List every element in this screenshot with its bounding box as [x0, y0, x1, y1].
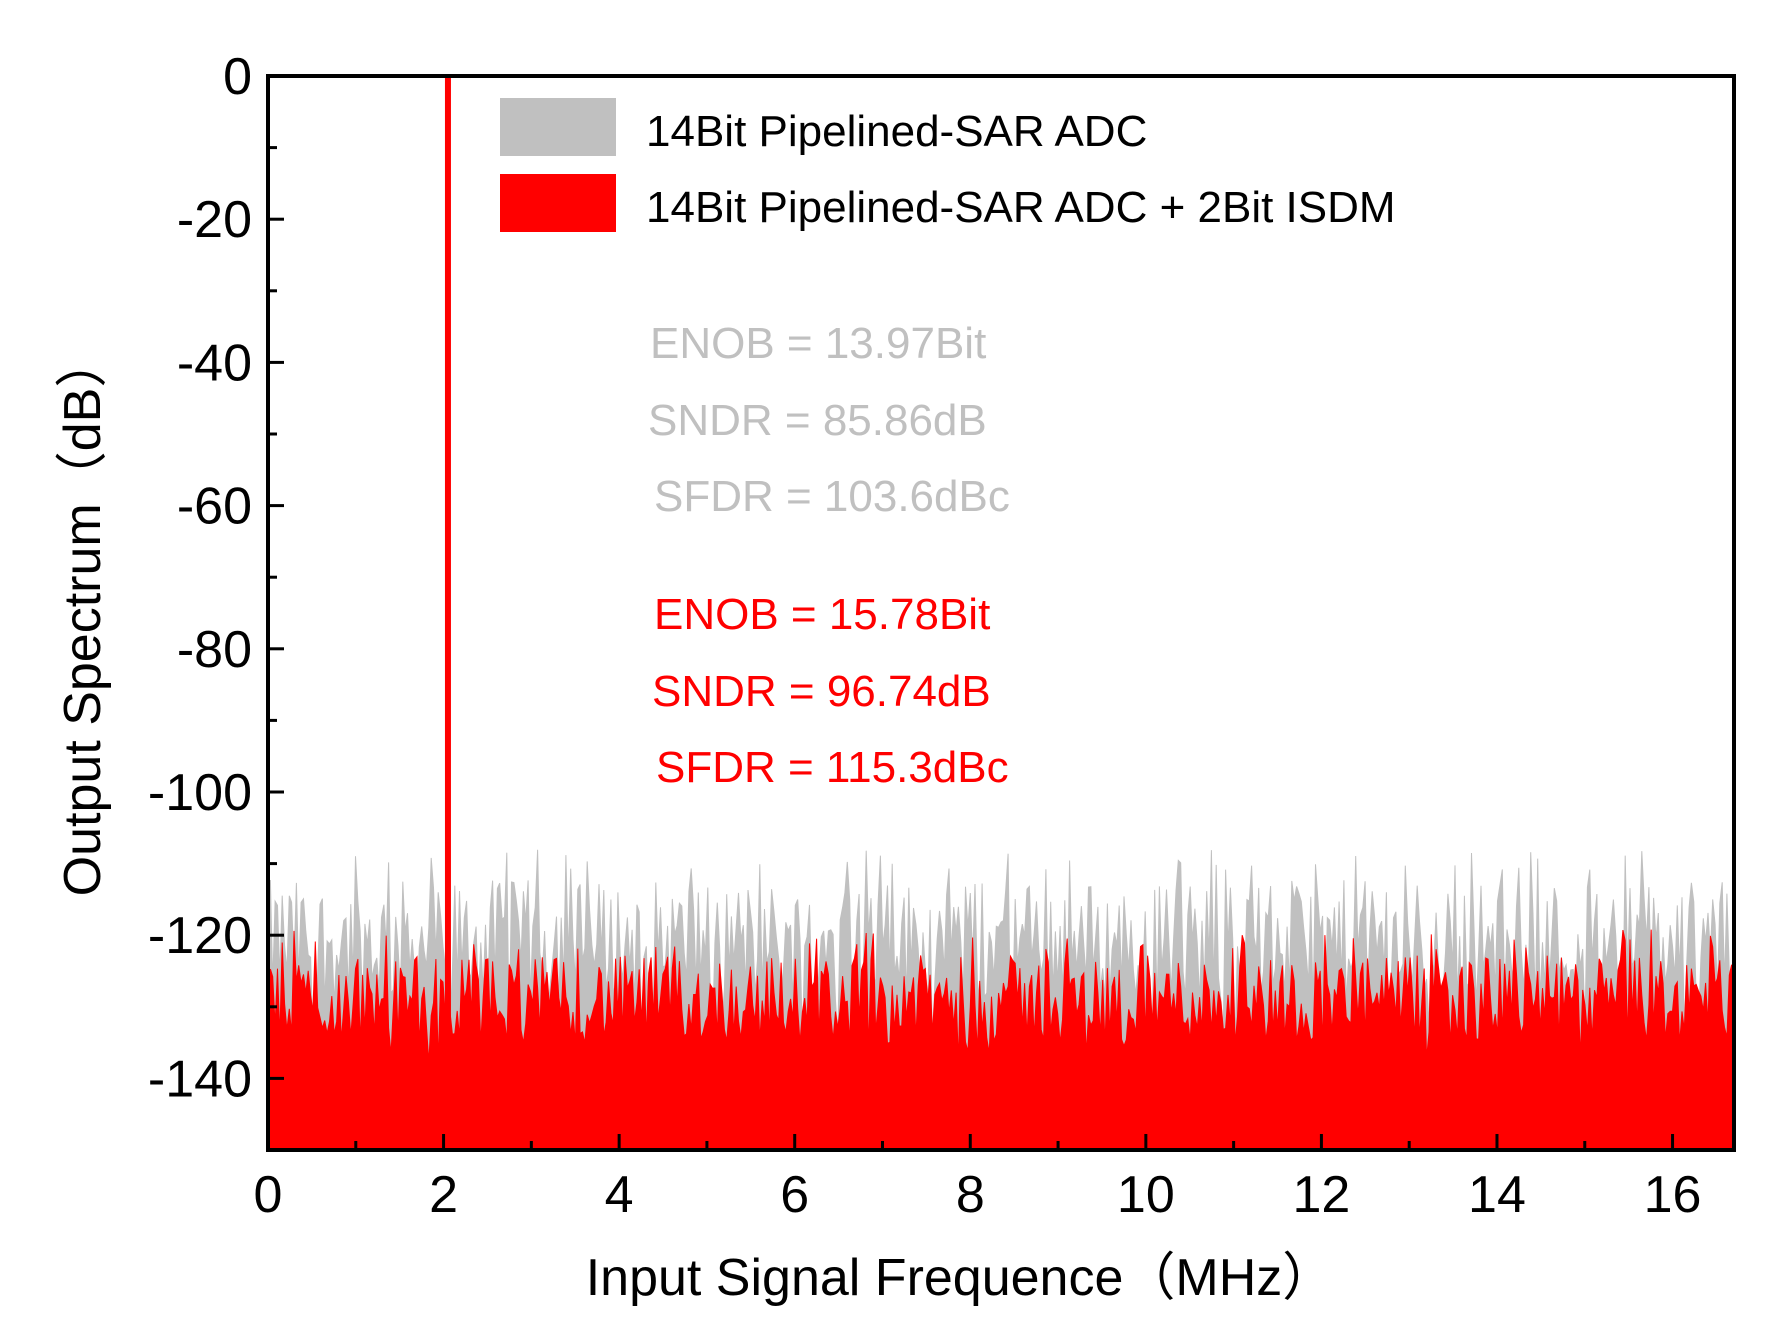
axes-layer: 0 2 4 6 8 10 12 14 16 0 -20 -40 -60 -80 -100 -120 -140: [148, 48, 1736, 1224]
x-tick-label: 0: [254, 1166, 283, 1224]
legend-label-gray: 14Bit Pipelined-SAR ADC: [646, 107, 1147, 156]
y-tick-label: -120: [148, 907, 252, 965]
x-tick-label: 16: [1644, 1166, 1702, 1224]
y-tick-label: -40: [177, 334, 252, 392]
annotation-gray-enob: ENOB = 13.97Bit: [650, 319, 986, 368]
plot-layer: [267, 76, 1735, 1151]
y-axis-title: Output Spectrum（dB）: [54, 336, 112, 897]
legend-swatch-gray: [500, 98, 616, 156]
legend-label-red: 14Bit Pipelined-SAR ADC + 2Bit ISDM: [646, 183, 1396, 232]
y-tick-label: -100: [148, 764, 252, 822]
x-axis-title: Input Signal Frequence（MHz）: [586, 1249, 1335, 1307]
annotation-gray-sfdr: SFDR = 103.6dBc: [654, 472, 1010, 521]
annotation-red-sndr: SNDR = 96.74dB: [652, 667, 991, 716]
annotation-gray-sndr: SNDR = 85.86dB: [648, 396, 987, 445]
legend-swatch-red: [500, 174, 616, 232]
metrics-annotations: ENOB = 13.97Bit SNDR = 85.86dB SFDR = 10…: [648, 319, 1010, 792]
y-tick-label: -80: [177, 621, 252, 679]
series-red-noise-area: [267, 929, 1735, 1151]
x-tick-label: 10: [1117, 1166, 1175, 1224]
x-tick-label: 8: [956, 1166, 985, 1224]
x-tick-label: 6: [780, 1166, 809, 1224]
y-tick-label: -20: [177, 191, 252, 249]
x-tick-label: 4: [605, 1166, 634, 1224]
annotation-red-enob: ENOB = 15.78Bit: [654, 590, 990, 639]
plot-frame: [266, 74, 1736, 1152]
x-tick-label: 12: [1292, 1166, 1350, 1224]
x-tick-label: 2: [429, 1166, 458, 1224]
legend: 14Bit Pipelined-SAR ADC 14Bit Pipelined-…: [500, 98, 1396, 232]
annotation-red-sfdr: SFDR = 115.3dBc: [656, 743, 1009, 792]
y-tick-label: -140: [148, 1050, 252, 1108]
y-tick-label: -60: [177, 478, 252, 536]
x-tick-label: 14: [1468, 1166, 1526, 1224]
y-tick-label: 0: [223, 48, 252, 106]
